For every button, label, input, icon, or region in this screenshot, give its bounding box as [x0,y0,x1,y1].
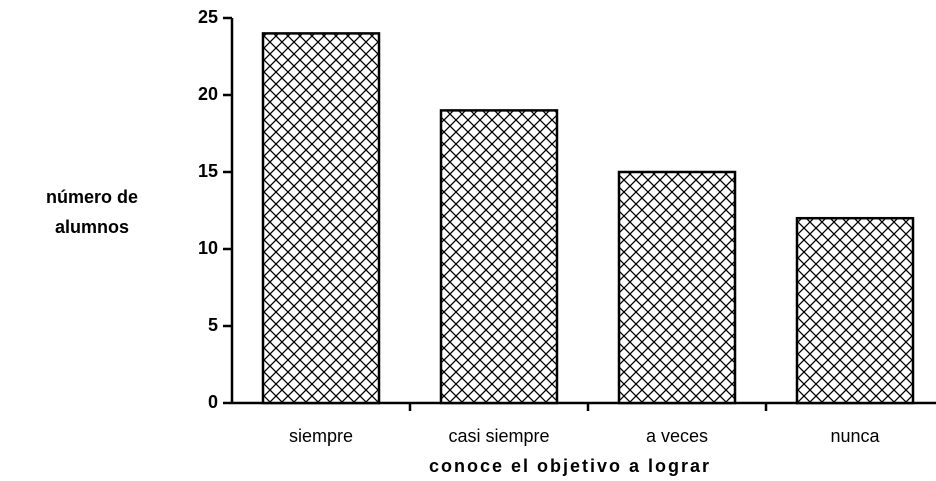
bar [261,32,381,405]
y-tick-label: 10 [198,238,218,258]
y-tick-label: 5 [208,315,218,335]
y-axis-label: número de [46,187,138,207]
y-tick-label: 20 [198,84,218,104]
bar [795,216,915,405]
x-axis-label: conoce el objetivo a lograr [429,456,711,476]
y-tick-label: 15 [198,161,218,181]
x-tick-label: a veces [646,426,708,446]
y-tick-label: 25 [198,7,218,27]
bar [439,109,559,405]
x-tick-label: siempre [289,426,353,446]
y-axis-label: alumnos [55,217,129,237]
y-tick-label: 0 [208,392,218,412]
x-tick-label: nunca [830,426,880,446]
bar [617,170,737,405]
x-tick-label: casi siempre [448,426,549,446]
